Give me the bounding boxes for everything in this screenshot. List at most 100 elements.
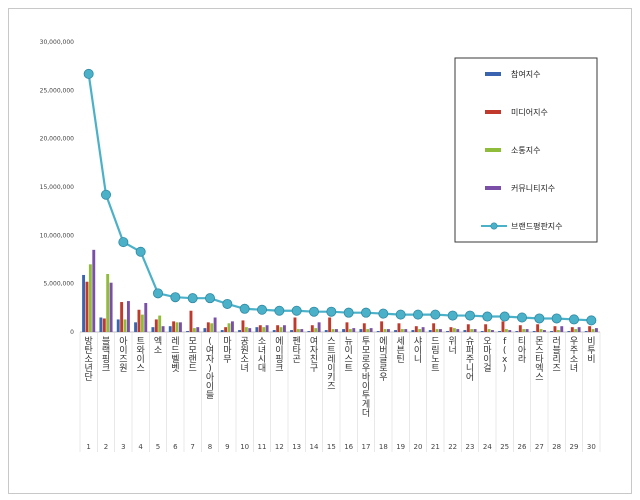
bar — [383, 329, 387, 332]
bar — [85, 281, 89, 332]
y-tick-label: 0 — [70, 329, 74, 336]
rank-label: 29 — [570, 443, 579, 451]
bar — [432, 323, 436, 332]
bar — [331, 329, 335, 332]
bar — [446, 331, 450, 332]
bar — [272, 330, 276, 332]
bar — [279, 327, 283, 332]
bar — [168, 326, 172, 332]
bar — [265, 325, 269, 332]
bar — [238, 330, 242, 332]
rank-label: 10 — [240, 443, 249, 451]
bar — [120, 302, 124, 332]
category-label: (여 자) 아 이 들 — [206, 337, 215, 401]
bar — [248, 328, 252, 332]
legend-swatch — [485, 72, 501, 76]
bar — [498, 331, 502, 332]
bar — [276, 325, 280, 332]
bar — [435, 329, 439, 332]
line-point — [291, 305, 302, 316]
bar — [418, 329, 422, 332]
bar — [307, 331, 311, 332]
bar — [584, 331, 588, 332]
y-axis: 30,000,000 25,000,000 20,000,000 15,000,000… — [40, 39, 75, 336]
legend-swatch — [485, 148, 501, 152]
bar — [480, 331, 484, 332]
bar — [400, 329, 404, 332]
category-label: f(x) — [502, 337, 508, 374]
bar — [134, 322, 138, 332]
line-point — [430, 309, 441, 320]
bar — [161, 326, 165, 332]
bar — [504, 329, 508, 332]
bar — [220, 330, 224, 332]
rank-label: 19 — [396, 443, 405, 451]
bar — [210, 323, 214, 332]
rank-label: 13 — [292, 443, 301, 451]
bar — [172, 321, 176, 332]
rank-label: 25 — [500, 443, 509, 451]
line-point — [101, 189, 112, 200]
bar — [487, 329, 491, 332]
legend-entry: 소통지수 — [511, 146, 540, 155]
bar — [137, 309, 141, 332]
bar — [466, 324, 470, 332]
bar — [106, 274, 110, 332]
bar — [542, 330, 546, 332]
bar — [452, 328, 456, 332]
line-point — [204, 293, 215, 304]
line-point — [256, 304, 267, 315]
bar — [449, 327, 453, 332]
rank-label: 8 — [208, 443, 212, 451]
line-point — [378, 308, 389, 319]
bar — [414, 326, 418, 332]
bar — [241, 320, 245, 332]
rank-label: 23 — [466, 443, 475, 451]
bar — [244, 327, 248, 332]
rank-label: 9 — [225, 443, 229, 451]
bar — [192, 328, 196, 332]
grid-lines — [79, 331, 601, 452]
legend-entry: 참여지수 — [511, 69, 540, 79]
bar — [140, 314, 144, 332]
bar — [293, 317, 297, 332]
bar — [189, 310, 193, 332]
bar — [314, 328, 318, 332]
bar — [206, 322, 210, 332]
line-point — [499, 311, 510, 322]
bar — [591, 329, 595, 332]
bar — [556, 330, 560, 332]
bar — [334, 329, 338, 332]
line-point — [464, 310, 475, 321]
bar — [518, 325, 522, 332]
bar — [438, 329, 442, 332]
bar — [567, 331, 571, 332]
rank-label: 28 — [552, 443, 561, 451]
rank-label: 16 — [344, 443, 353, 451]
rank-label: 30 — [587, 443, 596, 451]
bar — [366, 329, 370, 332]
bar — [300, 329, 304, 332]
bar — [463, 330, 467, 332]
bar — [178, 322, 182, 332]
rank-label: 7 — [190, 443, 194, 451]
bar — [290, 330, 294, 332]
legend-swatch — [485, 110, 501, 114]
